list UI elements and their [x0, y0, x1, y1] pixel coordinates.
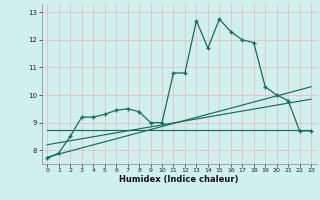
X-axis label: Humidex (Indice chaleur): Humidex (Indice chaleur)	[119, 175, 239, 184]
